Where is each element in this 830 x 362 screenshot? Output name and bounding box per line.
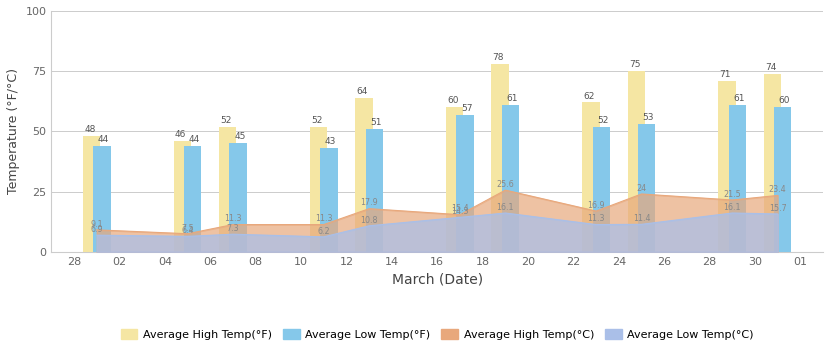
Text: 53: 53 (642, 113, 654, 122)
Text: 78: 78 (493, 53, 504, 62)
Text: 52: 52 (598, 115, 608, 125)
Bar (764, 73, 781, 252)
Bar (457, 114, 474, 252)
Bar (491, 64, 509, 252)
Bar (627, 71, 645, 252)
Bar (729, 105, 746, 252)
Text: 60: 60 (779, 96, 790, 105)
Text: 25.6: 25.6 (496, 180, 514, 189)
Text: 11.3: 11.3 (315, 214, 333, 223)
Text: 44: 44 (98, 135, 110, 144)
Bar (93, 146, 110, 252)
Text: 45: 45 (234, 132, 246, 142)
Text: 57: 57 (461, 104, 472, 113)
Text: 16.9: 16.9 (588, 201, 605, 210)
Text: 11.4: 11.4 (632, 214, 650, 223)
Text: 64: 64 (357, 87, 368, 96)
Bar (83, 136, 100, 252)
Text: 74: 74 (765, 63, 776, 72)
Text: 61: 61 (734, 94, 745, 103)
Text: 17.9: 17.9 (360, 198, 378, 207)
Text: 52: 52 (220, 115, 232, 125)
Bar (638, 124, 655, 252)
Text: 7.3: 7.3 (227, 224, 239, 233)
Text: 10.8: 10.8 (360, 216, 378, 224)
Bar (583, 102, 599, 252)
Text: 15.7: 15.7 (769, 204, 787, 213)
Text: 48: 48 (84, 125, 95, 134)
Text: 61: 61 (506, 94, 518, 103)
Text: 75: 75 (629, 60, 640, 69)
Text: 43: 43 (325, 137, 336, 146)
Text: 11.3: 11.3 (588, 214, 605, 223)
Bar (774, 107, 792, 252)
Text: 21.5: 21.5 (724, 190, 741, 199)
Text: 6.2: 6.2 (317, 227, 330, 236)
Y-axis label: Temperature (°F/°C): Temperature (°F/°C) (7, 68, 20, 194)
Text: 11.3: 11.3 (224, 214, 242, 223)
Bar (355, 98, 373, 252)
Text: 14.3: 14.3 (452, 207, 469, 216)
Text: 24: 24 (637, 184, 647, 193)
Text: 16.1: 16.1 (724, 203, 741, 212)
Text: 6.4: 6.4 (181, 226, 193, 235)
Bar (502, 105, 519, 252)
Legend: Average High Temp(°F), Average Low Temp(°F), Average High Temp(°C), Average Low : Average High Temp(°F), Average Low Temp(… (116, 325, 759, 345)
Text: 7.5: 7.5 (181, 223, 194, 232)
Text: 71: 71 (720, 70, 731, 79)
Text: 51: 51 (370, 118, 382, 127)
Text: 46: 46 (175, 130, 186, 139)
Text: 23.4: 23.4 (769, 185, 787, 194)
Bar (446, 107, 463, 252)
Bar (320, 148, 338, 252)
Bar (219, 127, 237, 252)
X-axis label: March (Date): March (Date) (392, 272, 483, 286)
Text: 52: 52 (311, 115, 323, 125)
Text: 62: 62 (583, 92, 595, 101)
Bar (593, 127, 610, 252)
Text: 16.1: 16.1 (496, 203, 514, 212)
Bar (310, 127, 327, 252)
Bar (173, 141, 191, 252)
Text: 60: 60 (447, 96, 459, 105)
Text: 9.1: 9.1 (90, 220, 103, 229)
Bar (184, 146, 202, 252)
Bar (719, 81, 735, 252)
Bar (366, 129, 383, 252)
Text: 44: 44 (188, 135, 200, 144)
Text: 15.4: 15.4 (451, 205, 469, 214)
Text: 6.9: 6.9 (90, 225, 103, 234)
Bar (229, 143, 247, 252)
